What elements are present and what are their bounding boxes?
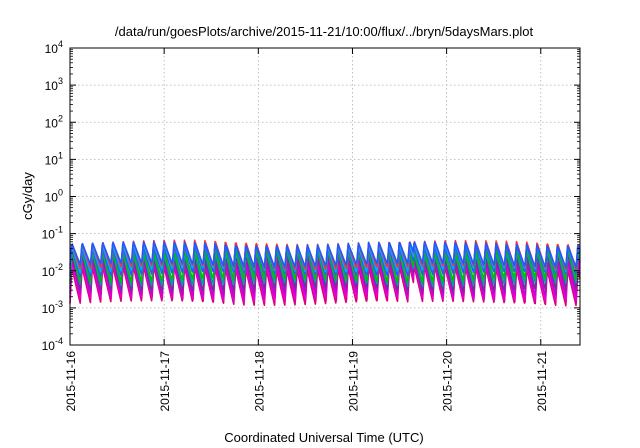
y-tick-label: 10-4	[42, 336, 63, 353]
ticks	[69, 47, 580, 346]
y-axis-title: cGy/day	[20, 172, 35, 220]
y-tick-label: 10-2	[42, 262, 63, 279]
y-tick-label: 101	[45, 150, 63, 167]
x-tick-label: 2015-11-16	[64, 351, 78, 412]
x-tick-labels: 2015-11-16 2015-11-17 2015-11-18 2015-11-19…	[64, 351, 549, 412]
x-tick-label: 2015-11-21	[535, 351, 549, 412]
y-tick-labels: 10-4 10-3 10-2 10-1 100 101 102 103 104	[42, 39, 63, 353]
y-tick-label: 103	[45, 76, 63, 93]
x-tick-label: 2015-11-17	[158, 351, 172, 412]
y-tick-label: 102	[45, 113, 63, 130]
y-tick-label: 10-3	[42, 299, 63, 316]
x-axis-title: Coordinated Universal Time (UTC)	[224, 430, 423, 445]
plot-title: /data/run/goesPlots/archive/2015-11-21/1…	[115, 24, 534, 39]
x-tick-label: 2015-11-18	[252, 351, 266, 412]
series-layer	[69, 239, 581, 307]
series-line	[69, 241, 581, 269]
x-tick-label: 2015-11-19	[346, 351, 360, 412]
y-tick-label: 10-1	[42, 225, 63, 242]
y-tick-label: 100	[45, 188, 63, 205]
x-tick-label: 2015-11-20	[441, 351, 455, 412]
y-tick-label: 104	[45, 39, 63, 56]
